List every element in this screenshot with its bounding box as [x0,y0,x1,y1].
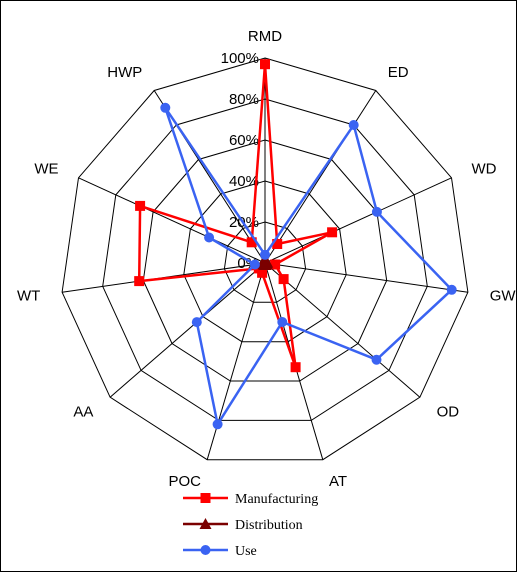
axis-label-wd: WD [472,161,497,178]
axis-label-aa: AA [73,404,93,421]
axis-label-od: OD [437,404,460,421]
axis-label-gw: GW [490,287,517,304]
series-layer [134,59,457,429]
point-use-at [277,317,287,327]
spoke-ed [265,91,376,264]
spoke-gw [265,263,468,292]
point-manufacturing-wt [134,276,144,286]
point-use-aa [192,317,202,327]
point-use-wd [372,207,382,217]
legend-label-distribution: Distribution [235,518,303,533]
tick-label-5: 100% [221,50,259,67]
tick-label-2: 40% [229,173,259,190]
point-use-we [204,233,214,243]
point-manufacturing-wd [327,227,337,237]
legend-marker-use [201,545,211,555]
point-use-ed [349,120,359,130]
point-manufacturing-at [291,362,301,372]
tick-label-3: 60% [229,132,259,149]
point-use-poc [213,419,223,429]
legend-label-manufacturing: Manufacturing [235,492,318,507]
axis-label-poc: POC [168,473,201,490]
axis-label-ed: ED [388,64,409,81]
point-use-gw [447,285,457,295]
axis-label-we: WE [34,161,58,178]
series-use [160,103,456,430]
point-use-hwp [160,103,170,113]
legend-marker-manufacturing [201,493,211,503]
point-use-wt [250,260,260,270]
series-line-use [165,108,451,425]
axis-label-rmd: RMD [248,28,282,45]
axis-label-at: AT [329,473,347,490]
tick-label-4: 80% [229,91,259,108]
axis-label-hwp: HWP [107,64,142,81]
axis-label-wt: WT [17,287,40,304]
point-manufacturing-we [135,201,145,211]
point-use-od [372,355,382,365]
legend: Manufacturing Distribution Use [183,492,318,559]
legend-label-use: Use [235,544,257,559]
point-use-rmd [260,250,270,260]
point-manufacturing-od [279,274,289,284]
point-manufacturing-rmd [260,59,270,69]
